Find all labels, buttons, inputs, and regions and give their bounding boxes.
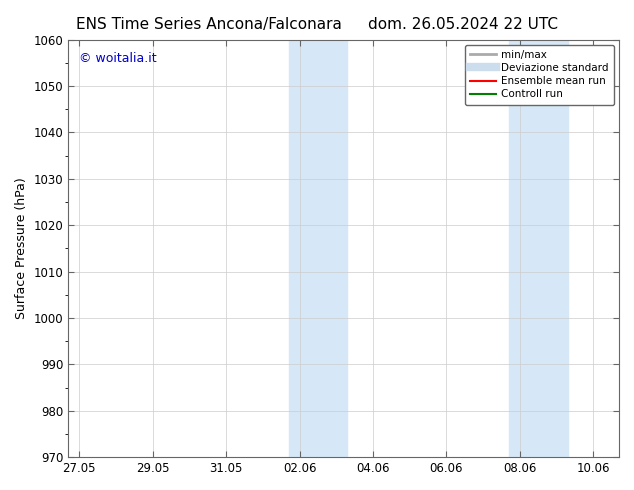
Bar [509,40,567,457]
Text: dom. 26.05.2024 22 UTC: dom. 26.05.2024 22 UTC [368,17,558,32]
Text: © woitalia.it: © woitalia.it [79,52,157,65]
Legend: min/max, Deviazione standard, Ensemble mean run, Controll run: min/max, Deviazione standard, Ensemble m… [465,45,614,104]
Text: ENS Time Series Ancona/Falconara: ENS Time Series Ancona/Falconara [76,17,342,32]
Bar [288,40,347,457]
Y-axis label: Surface Pressure (hPa): Surface Pressure (hPa) [15,177,28,319]
